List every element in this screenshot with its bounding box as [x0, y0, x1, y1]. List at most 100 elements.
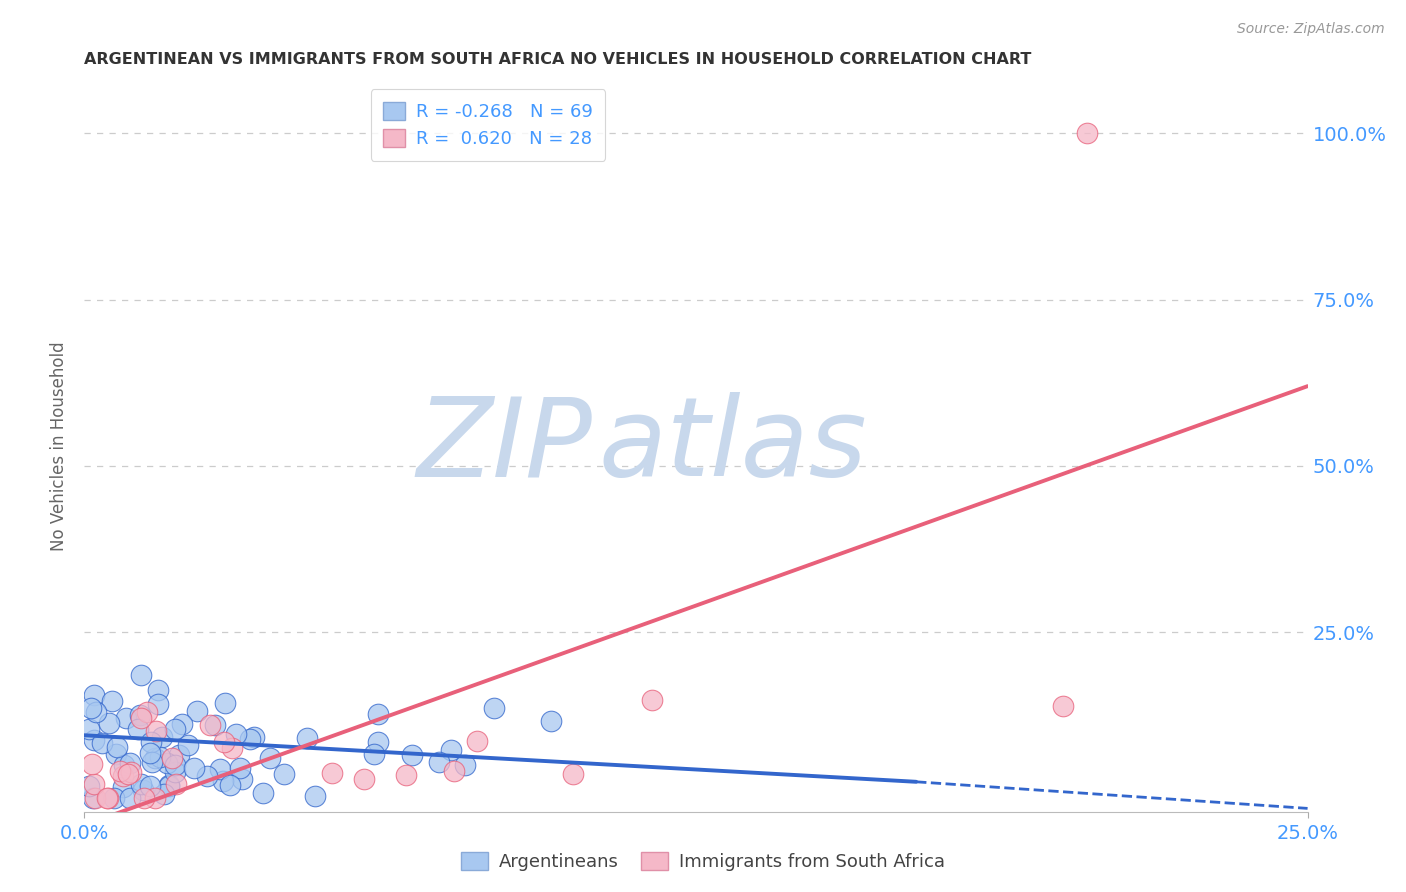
Point — [239, 732, 262, 747]
Point — [83, 733, 105, 747]
Point — [82, 791, 104, 805]
Point — [105, 747, 128, 761]
Point — [214, 696, 236, 710]
Point — [363, 747, 385, 762]
Point — [96, 791, 118, 805]
Point — [138, 780, 160, 794]
Point — [177, 738, 200, 752]
Point — [304, 789, 326, 804]
Point — [146, 683, 169, 698]
Point — [108, 764, 131, 778]
Point — [105, 739, 128, 754]
Point — [186, 704, 208, 718]
Point — [183, 760, 205, 774]
Point — [484, 701, 506, 715]
Point — [77, 779, 100, 793]
Point — [129, 711, 152, 725]
Point — [160, 750, 183, 764]
Point — [134, 791, 156, 805]
Point — [221, 741, 243, 756]
Point — [204, 718, 226, 732]
Point — [440, 743, 463, 757]
Point — [321, 766, 343, 780]
Point — [111, 780, 134, 794]
Point — [170, 717, 193, 731]
Text: Source: ZipAtlas.com: Source: ZipAtlas.com — [1237, 22, 1385, 37]
Point — [225, 727, 247, 741]
Point — [129, 777, 152, 791]
Point — [273, 767, 295, 781]
Point — [212, 773, 235, 788]
Point — [143, 751, 166, 765]
Point — [150, 731, 173, 745]
Point — [208, 762, 231, 776]
Point — [163, 764, 186, 779]
Point — [156, 756, 179, 770]
Point — [84, 791, 107, 805]
Point — [212, 735, 235, 749]
Text: atlas: atlas — [598, 392, 866, 500]
Point — [96, 791, 118, 805]
Point — [139, 746, 162, 760]
Point — [165, 722, 187, 736]
Point — [83, 688, 105, 702]
Point — [367, 735, 389, 749]
Text: ARGENTINEAN VS IMMIGRANTS FROM SOUTH AFRICA NO VEHICLES IN HOUSEHOLD CORRELATION: ARGENTINEAN VS IMMIGRANTS FROM SOUTH AFR… — [84, 52, 1032, 67]
Point — [152, 787, 174, 801]
Point — [136, 705, 159, 719]
Point — [90, 736, 112, 750]
Point — [427, 755, 450, 769]
Point — [231, 772, 253, 786]
Point — [111, 769, 134, 783]
Point — [1052, 698, 1074, 713]
Point — [83, 777, 105, 791]
Point — [219, 779, 242, 793]
Point — [163, 757, 186, 772]
Point — [1076, 127, 1098, 141]
Point — [145, 723, 167, 738]
Point — [465, 734, 488, 748]
Point — [82, 756, 104, 771]
Point — [562, 767, 585, 781]
Legend: R = -0.268   N = 69, R =  0.620   N = 28: R = -0.268 N = 69, R = 0.620 N = 28 — [371, 89, 606, 161]
Point — [127, 722, 149, 736]
Point — [118, 756, 141, 771]
Text: ZIP: ZIP — [416, 392, 592, 500]
Point — [165, 777, 187, 791]
Point — [145, 791, 167, 805]
Point — [131, 668, 153, 682]
Point — [367, 706, 389, 721]
Point — [454, 757, 477, 772]
Point — [80, 700, 103, 714]
Point — [443, 764, 465, 779]
Point — [112, 757, 135, 772]
Point — [132, 782, 155, 797]
Point — [198, 718, 221, 732]
Point — [97, 715, 120, 730]
Point — [115, 710, 138, 724]
Point — [101, 694, 124, 708]
Legend: Argentineans, Immigrants from South Africa: Argentineans, Immigrants from South Afri… — [454, 845, 952, 879]
Point — [103, 791, 125, 805]
Point — [395, 768, 418, 782]
Point — [77, 722, 100, 736]
Point — [117, 766, 139, 780]
Point — [197, 769, 219, 783]
Point — [252, 786, 274, 800]
Point — [141, 735, 163, 749]
Point — [146, 697, 169, 711]
Point — [120, 765, 142, 780]
Point — [259, 751, 281, 765]
Point — [641, 692, 664, 706]
Point — [141, 755, 163, 769]
Point — [540, 714, 562, 729]
Point — [295, 731, 318, 745]
Point — [129, 707, 152, 722]
Point — [243, 730, 266, 744]
Point — [401, 748, 423, 763]
Point — [120, 791, 142, 805]
Point — [84, 705, 107, 719]
Point — [229, 761, 252, 775]
Y-axis label: No Vehicles in Household: No Vehicles in Household — [51, 341, 69, 551]
Point — [148, 749, 170, 764]
